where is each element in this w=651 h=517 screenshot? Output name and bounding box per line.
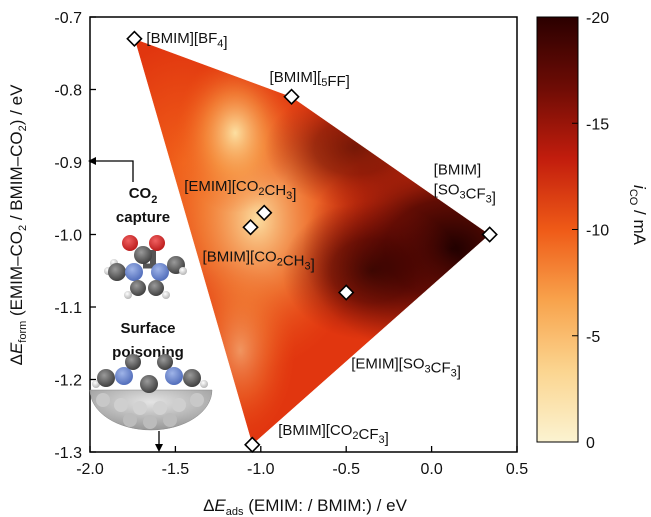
x-axis-ticks: -2.0 -1.5 -1.0 -0.5 0.0 0.5 <box>76 446 528 478</box>
data-point-marker <box>283 88 300 105</box>
colorbar-label: iCO / mA <box>627 185 649 246</box>
x-tick-label: -1.5 <box>162 461 190 478</box>
emim-co2-molecule-icon <box>104 235 187 299</box>
data-point-marker <box>481 226 498 243</box>
data-point-marker <box>337 284 355 301</box>
data-point-marker <box>256 204 273 221</box>
point-label: [BMIM][5FF] <box>270 69 350 90</box>
y-tick-label: -1.3 <box>54 445 82 462</box>
colorbar: -20 -15 -10 -5 0 iCO / mA <box>536 10 649 452</box>
colorbar-tick-label: 0 <box>586 435 595 452</box>
co2-capture-arrow <box>88 157 134 182</box>
y-tick-label: -1.1 <box>54 300 82 317</box>
point-labels: [BMIM][BF4] [BMIM][5FF] [BMIM] [SO3CF3] [EMI… <box>146 30 496 447</box>
point-label: [EMIM][SO3CF3] <box>351 356 461 381</box>
point-label: [BMIM][CO2CF3] <box>278 422 389 447</box>
y-tick-label: -1.0 <box>54 228 82 245</box>
colorbar-ticks: -20 -15 -10 -5 0 <box>572 10 609 452</box>
point-label: [SO3CF3] <box>434 182 496 207</box>
data-point-marker <box>242 219 259 236</box>
co2-capture-label: CO2 <box>129 185 158 206</box>
point-label: [EMIM][CO2CH3] <box>184 178 296 203</box>
y-tick-label: -0.7 <box>54 10 82 27</box>
x-tick-label: 0.0 <box>420 461 442 478</box>
co2-capture-label-2: capture <box>116 209 170 226</box>
colorbar-gradient-bar <box>536 16 579 443</box>
surface-poisoning-label-2: poisoning <box>112 344 184 361</box>
surface-adsorption-icon <box>89 354 213 452</box>
x-tick-label: -0.5 <box>332 461 360 478</box>
colorbar-tick-label: -5 <box>586 329 600 346</box>
x-tick-label: -2.0 <box>76 461 104 478</box>
colorbar-tick-label: -20 <box>586 10 609 27</box>
colorbar-tick-label: -10 <box>586 223 609 240</box>
y-tick-label: -1.2 <box>54 373 82 390</box>
y-axis-title: ΔEform (EMIM–CO2 / BMIM–CO2) / eV <box>7 84 29 365</box>
point-label: [BMIM][BF4] <box>146 30 227 51</box>
data-point-marker <box>126 30 143 47</box>
y-axis-ticks: -0.7 -0.8 -0.9 -1.0 -1.1 -1.2 -1.3 <box>54 10 96 462</box>
data-point-marker <box>244 436 261 453</box>
x-tick-label: 0.5 <box>506 461 528 478</box>
x-axis-title: ΔEads (EMIM: / BMIM:) / eV <box>203 496 408 517</box>
y-tick-label: -0.8 <box>54 83 82 100</box>
point-label: [BMIM] <box>434 162 482 179</box>
point-label: [BMIM][CO2CH3] <box>203 248 315 273</box>
surface-poisoning-label: Surface <box>120 320 175 337</box>
colorbar-tick-label: -15 <box>586 116 609 133</box>
y-tick-label: -0.9 <box>54 155 82 172</box>
data-points <box>126 30 498 453</box>
x-tick-label: -1.0 <box>247 461 275 478</box>
